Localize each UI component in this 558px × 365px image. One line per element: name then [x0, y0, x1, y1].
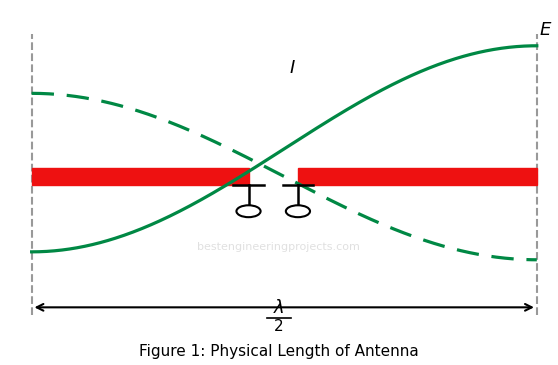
Bar	[32, 168, 248, 185]
Bar	[298, 168, 537, 185]
Text: Figure 1: Physical Length of Antenna: Figure 1: Physical Length of Antenna	[139, 344, 418, 359]
Ellipse shape	[237, 205, 261, 217]
Text: bestengineeringprojects.com: bestengineeringprojects.com	[198, 242, 360, 252]
Text: 2: 2	[274, 319, 283, 334]
Text: I: I	[290, 58, 295, 77]
Text: E: E	[540, 21, 551, 39]
Text: λ: λ	[273, 299, 284, 317]
Ellipse shape	[286, 205, 310, 217]
